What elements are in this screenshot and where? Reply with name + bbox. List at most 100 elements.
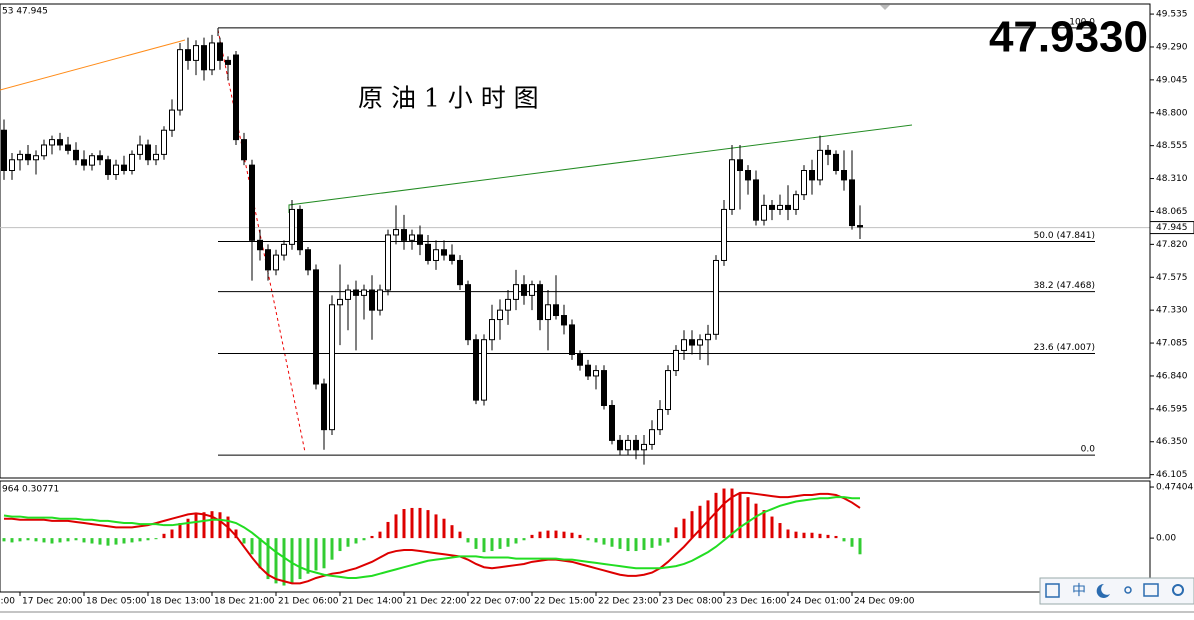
candle-body — [665, 370, 671, 411]
x-tick-label: 23 Dec 08:00 — [662, 597, 723, 607]
histogram-bar — [482, 538, 486, 553]
candle-body — [825, 149, 831, 155]
x-tick-label: 24 Dec 09:00 — [854, 597, 915, 607]
candle-body — [465, 284, 471, 341]
y-tick-label: 48.310 — [1156, 174, 1188, 184]
histogram-bar — [386, 521, 390, 539]
histogram-bar — [146, 538, 150, 541]
histogram-bar — [826, 534, 830, 539]
candle-body — [169, 109, 175, 131]
candle-body — [9, 159, 15, 172]
candle-body — [97, 155, 103, 161]
y-tick-label: 49.045 — [1156, 75, 1188, 85]
candle-body — [417, 234, 423, 245]
candle-body — [625, 439, 631, 451]
candle-body — [425, 243, 431, 261]
histogram-bar — [538, 531, 542, 539]
histogram-bar — [114, 538, 118, 545]
histogram-bar — [530, 534, 534, 539]
candle-body — [41, 144, 47, 157]
histogram-bar — [666, 538, 670, 543]
candle-body — [217, 42, 223, 61]
candle-body — [817, 149, 823, 181]
histogram-bar — [170, 529, 174, 539]
histogram-bar — [850, 538, 854, 547]
histogram-bar — [42, 538, 46, 543]
main-panel — [0, 3, 1151, 479]
candle-body — [553, 304, 559, 317]
histogram-bar — [442, 518, 446, 539]
histogram-bar — [546, 530, 550, 539]
candle-body — [145, 144, 151, 161]
histogram-bar — [218, 512, 222, 539]
histogram-bar — [602, 538, 606, 545]
candle-body — [673, 349, 679, 372]
x-tick-label: 24 Dec 01:00 — [790, 597, 851, 607]
y-tick-label: 47.330 — [1156, 306, 1188, 316]
icon[interactable] — [1096, 583, 1110, 598]
macd-header: 964 0.30771 — [2, 485, 59, 495]
candle-body — [241, 139, 247, 161]
candle-body — [721, 208, 727, 261]
candle-body — [265, 249, 271, 271]
y-tick-label: 46.105 — [1156, 470, 1188, 480]
histogram-bar — [650, 538, 654, 548]
histogram-bar — [250, 538, 254, 555]
x-tick-label: 22 Dec 15:00 — [534, 597, 595, 607]
last-price-label: 47.945 — [1156, 223, 1188, 233]
candle-body — [449, 254, 455, 261]
candle-body — [697, 339, 703, 346]
candle-body — [857, 225, 863, 228]
candle-body — [193, 45, 199, 61]
histogram-bar — [634, 538, 638, 552]
macd-line — [3, 496, 860, 579]
shift-marker — [880, 5, 890, 10]
x-tick-label: 17 Dec 20:00 — [22, 597, 83, 607]
candle-body — [593, 370, 599, 377]
y-tick-label: 47.820 — [1156, 240, 1188, 250]
histogram-bar — [258, 538, 262, 569]
x-tick-label: 23 Dec 16:00 — [726, 597, 787, 607]
candle-body — [25, 153, 31, 161]
ime-label[interactable]: 中 — [1072, 583, 1086, 599]
y-tick-label: 47.085 — [1156, 339, 1188, 349]
candle-body — [49, 139, 55, 146]
candle-body — [121, 164, 127, 172]
histogram-bar — [178, 523, 182, 539]
y-tick-label: 49.290 — [1156, 42, 1188, 52]
candle-body — [753, 179, 759, 221]
histogram-bar — [578, 534, 582, 539]
histogram-bar — [50, 538, 54, 544]
histogram-bar — [770, 516, 774, 539]
candle-body — [729, 159, 735, 210]
candle-body — [1, 129, 7, 172]
fib-label: 100.0 — [1069, 17, 1095, 27]
icon[interactable] — [1172, 584, 1184, 596]
last-price-box — [1149, 221, 1194, 235]
histogram-bar — [106, 538, 110, 546]
histogram-bar — [778, 523, 782, 539]
histogram-bar — [722, 488, 726, 539]
toolbar-box — [1039, 577, 1194, 605]
y-tick-label: 47.575 — [1156, 273, 1188, 283]
histogram-bar — [450, 525, 454, 539]
candle-body — [345, 289, 351, 300]
candle-body — [57, 139, 63, 146]
histogram-bar — [426, 510, 430, 539]
histogram-bar — [306, 538, 310, 574]
macd-panel — [0, 480, 1151, 593]
y-tick-label: 0.00 — [1156, 534, 1176, 544]
histogram-bar — [138, 538, 142, 542]
candle-body — [529, 284, 535, 296]
histogram-bar — [706, 500, 710, 539]
icon[interactable] — [1045, 583, 1060, 598]
candle-body — [321, 383, 327, 431]
candle-body — [233, 54, 239, 141]
candle-body — [649, 429, 655, 445]
histogram-bar — [506, 538, 510, 547]
candle-body — [489, 319, 495, 341]
histogram-bar — [498, 538, 502, 549]
icon[interactable] — [1143, 583, 1159, 597]
icon[interactable] — [1124, 586, 1132, 594]
